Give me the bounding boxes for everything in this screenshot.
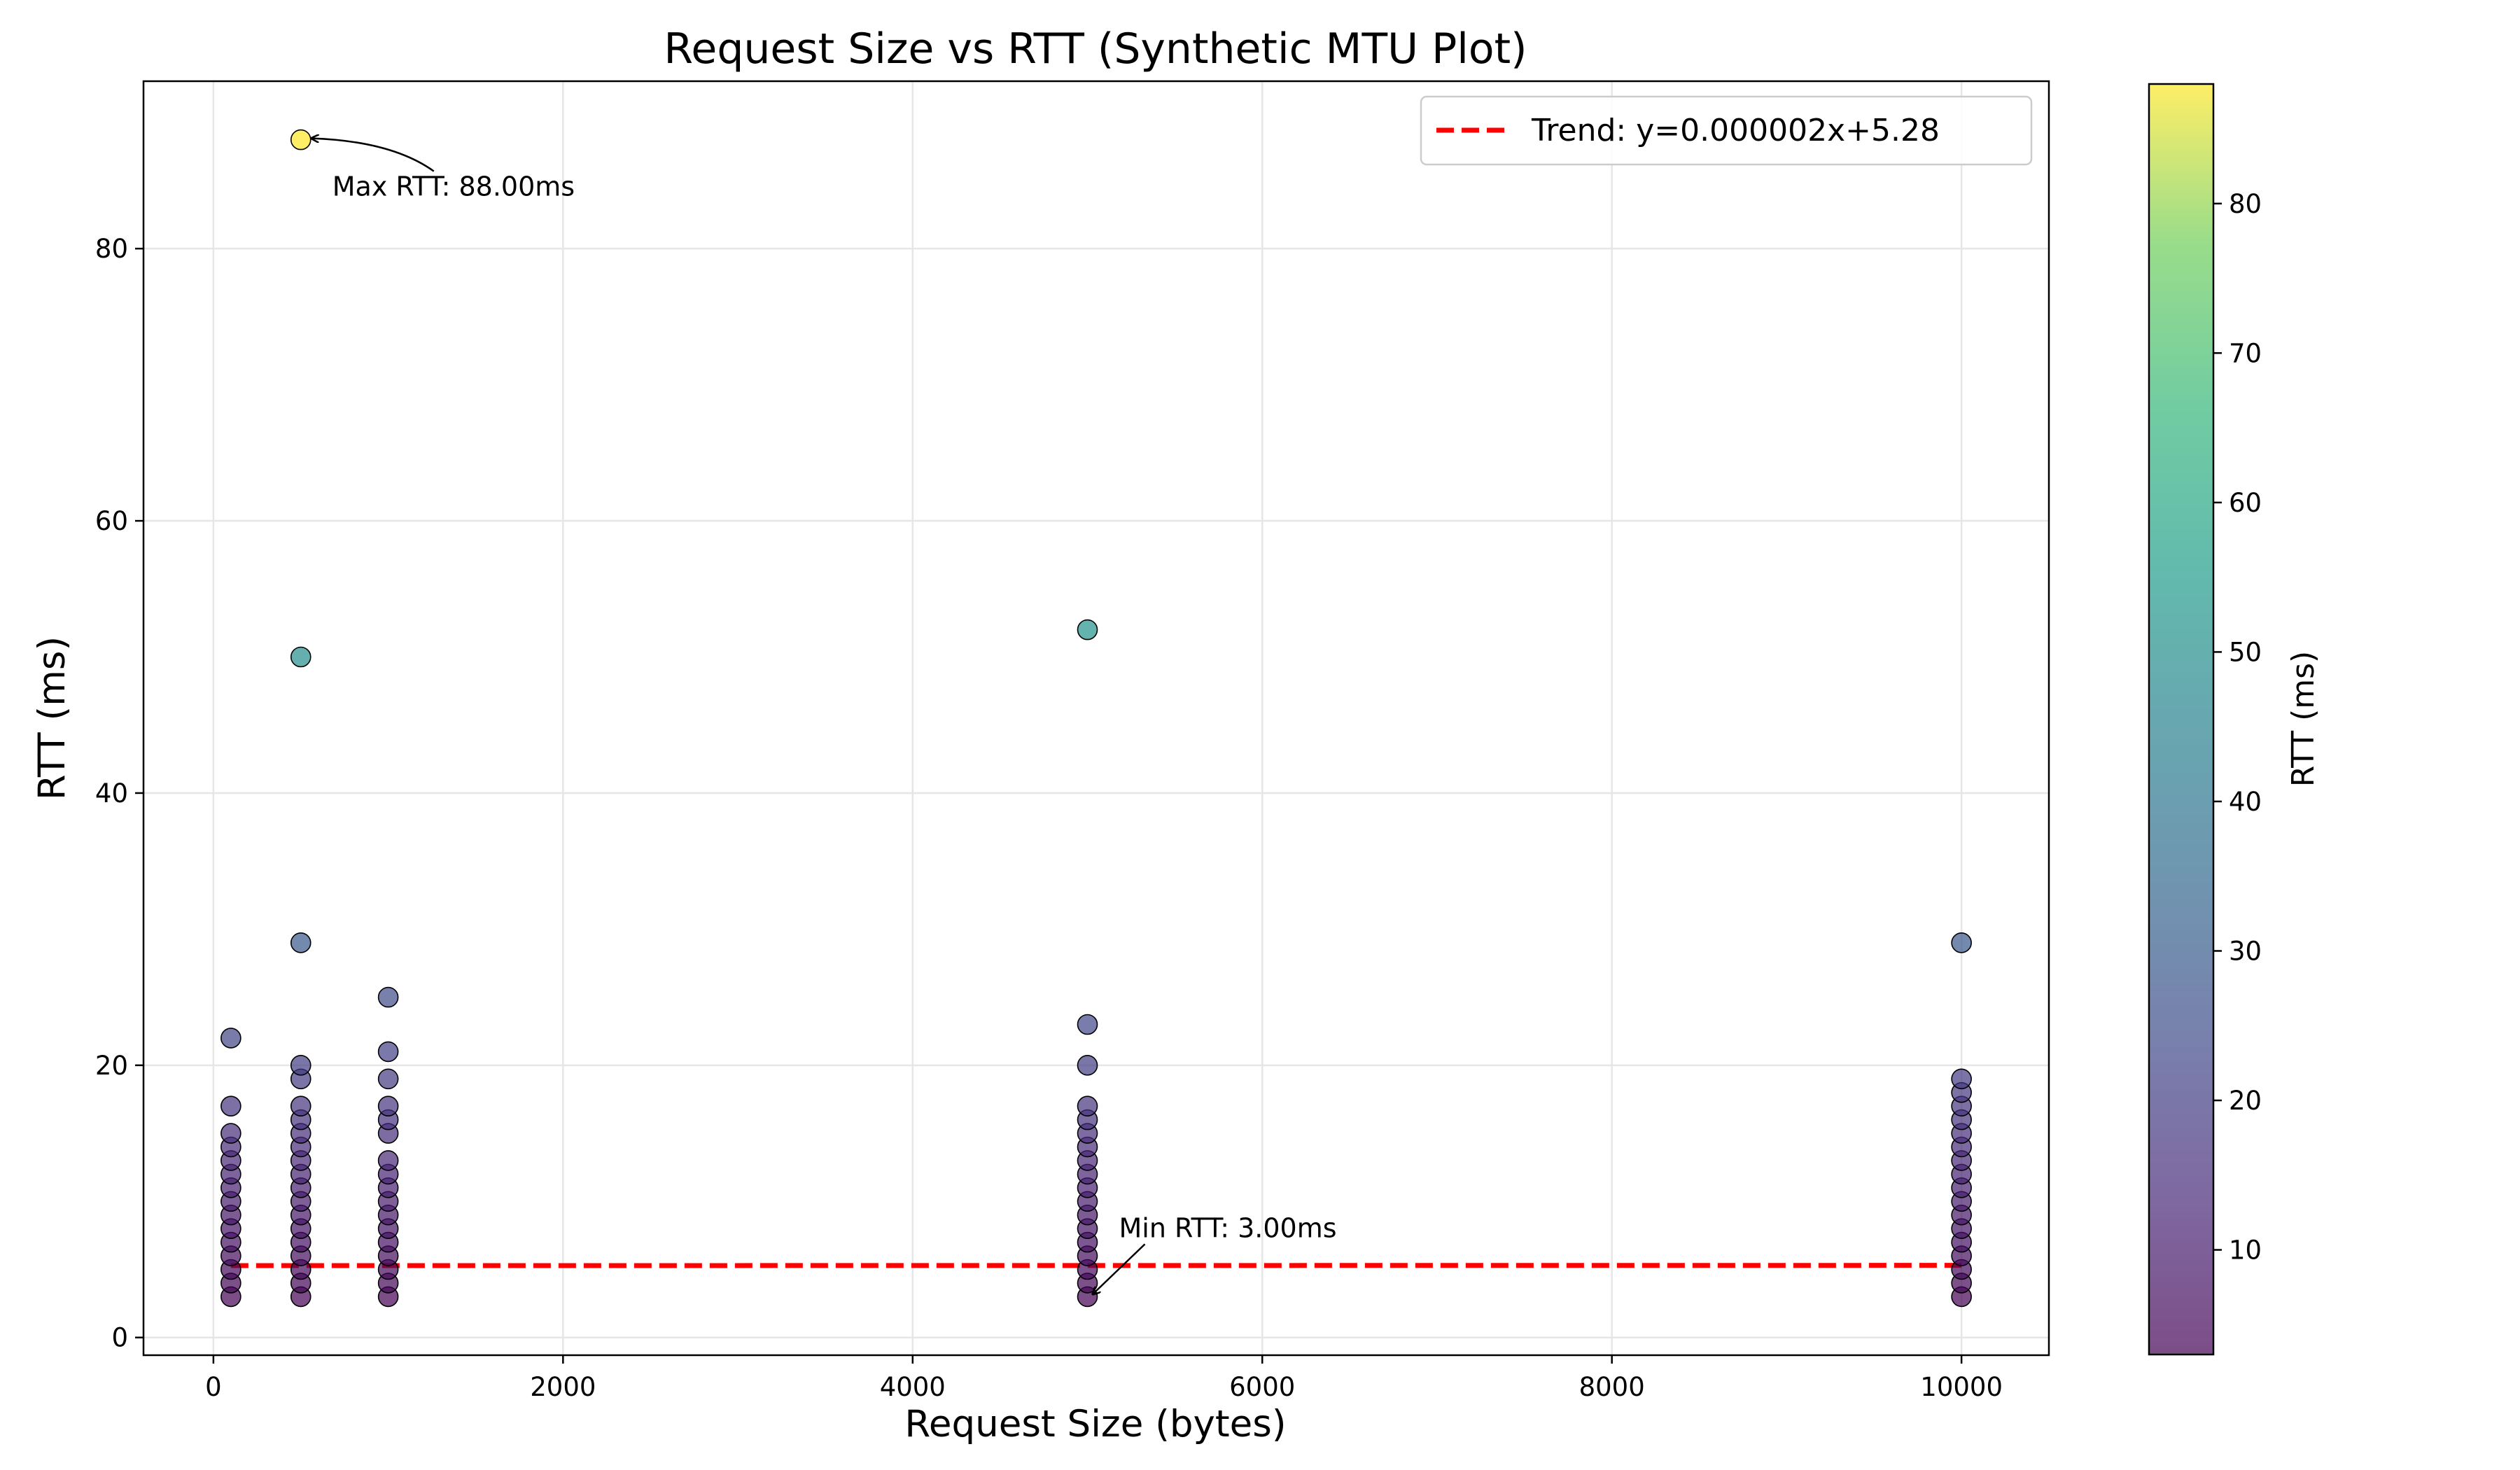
scatter-point: [1951, 932, 1972, 953]
scatter-point: [220, 1123, 241, 1144]
scatter-point: [377, 1041, 399, 1063]
x-axis: 0 2000 4000 6000 8000 10000: [205, 1355, 2003, 1402]
legend-box: [1420, 95, 2033, 166]
y-tick-label: 60: [95, 506, 128, 536]
x-tick-label: 4000: [880, 1372, 946, 1402]
scatter-point: [290, 932, 312, 953]
colorbar-ticks: 10 20 30 40 50 60 70 80: [2213, 189, 2262, 1266]
scatter-point: [1077, 1096, 1098, 1116]
colorbar-tick-label: 50: [2229, 637, 2262, 667]
y-tick-label: 0: [111, 1323, 128, 1353]
legend: Trend: y=0.000002x+5.28: [1420, 95, 2033, 166]
y-tick-label: 80: [95, 234, 128, 264]
y-tick-label: 20: [95, 1051, 128, 1081]
x-axis-label: Request Size (bytes): [904, 1403, 1286, 1446]
scatter-point: [290, 646, 312, 668]
colorbar-tick-label: 40: [2229, 787, 2262, 817]
colorbar-tick-label: 80: [2229, 189, 2262, 219]
legend-trend-label: Trend: y=0.000002x+5.28: [1531, 113, 1940, 148]
colorbar: 10 20 30 40 50 60 70 80 RTT (ms): [2148, 83, 2321, 1356]
scatter-point: [377, 1150, 399, 1171]
scatter-point: [377, 986, 399, 1008]
scatter-point: [1951, 1068, 1972, 1090]
x-tick-label: 6000: [1229, 1372, 1295, 1402]
colorbar-tick-label: 20: [2229, 1086, 2262, 1116]
scatter-point: [1077, 1055, 1098, 1076]
y-axis: 0 20 40 60 80: [95, 234, 144, 1353]
max-annotation-arrow: [312, 139, 435, 172]
x-tick-label: 0: [205, 1372, 222, 1402]
scatter-point: [220, 1096, 241, 1116]
scatter-point: [220, 1028, 241, 1049]
data-points: [220, 129, 1972, 1308]
max-annotation-label: Max RTT: 88.00ms: [332, 172, 575, 202]
min-annotation-arrow: [1093, 1243, 1146, 1294]
scatter-point: [290, 129, 312, 150]
colorbar-tick-label: 60: [2229, 488, 2262, 518]
scatter-point: [1077, 1014, 1098, 1035]
scatter-point: [290, 1096, 312, 1116]
y-axis-label: RTT (ms): [31, 636, 74, 800]
min-annotation-label: Min RTT: 3.00ms: [1119, 1212, 1337, 1243]
scatter-point: [377, 1068, 399, 1090]
colorbar-tick-label: 30: [2229, 936, 2262, 966]
x-tick-label: 8000: [1579, 1372, 1645, 1402]
chart-title: Request Size vs RTT (Synthetic MTU Plot): [664, 24, 1527, 74]
scatter-point: [290, 1055, 312, 1076]
grid: [144, 81, 2049, 1355]
colorbar-label: RTT (ms): [2286, 651, 2321, 787]
colorbar-gradient: [2148, 83, 2215, 1356]
plot-frame: [142, 80, 2050, 1357]
x-tick-label: 2000: [530, 1372, 596, 1402]
scatter-point: [1077, 619, 1098, 640]
annotations: Max RTT: 88.00ms Min RTT: 3.00ms: [312, 139, 1337, 1294]
colorbar-tick-label: 70: [2229, 338, 2262, 368]
x-tick-label: 10000: [1920, 1372, 2003, 1402]
y-tick-label: 40: [95, 778, 128, 808]
scatter-point: [377, 1096, 399, 1116]
colorbar-tick-label: 10: [2229, 1236, 2262, 1266]
